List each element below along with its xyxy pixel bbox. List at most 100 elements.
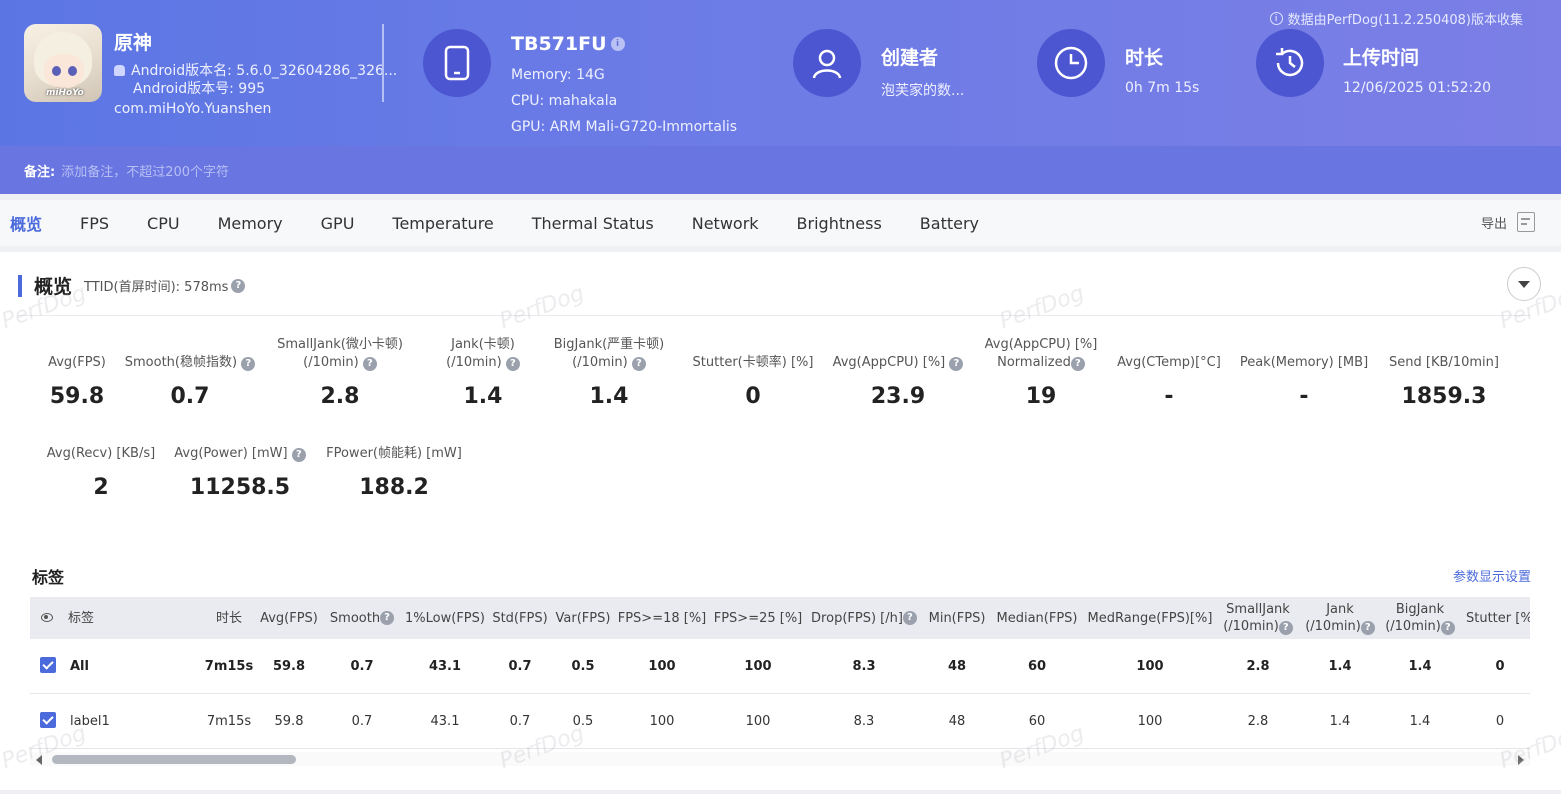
help-icon[interactable]: ? <box>949 357 964 371</box>
metric-jank: Jank(卡顿) (/10min) ? 1.4 <box>408 336 558 409</box>
eye-icon[interactable] <box>41 613 53 622</box>
metric-peak-memory: Peak(Memory) [MB] - <box>1239 355 1369 409</box>
cell: 0.5 <box>571 659 595 674</box>
remark-bar[interactable]: 备注: 添加备注，不超过200个字符 <box>0 146 1561 194</box>
cell: 60 <box>1027 659 1047 674</box>
tab-overview[interactable]: 概览 <box>10 215 43 234</box>
help-icon[interactable]: ? <box>1278 621 1293 635</box>
cell: 43.1 <box>428 659 462 674</box>
info-icon: i <box>1269 12 1283 25</box>
scrollbar-thumb[interactable] <box>52 755 296 764</box>
remark-input[interactable]: 添加备注，不超过200个字符 <box>61 164 230 180</box>
horizontal-scrollbar[interactable] <box>30 752 1530 766</box>
overview-panel <box>0 252 1561 790</box>
overview-section-title: 概览 TTID(首屏时间): 578ms ? <box>18 272 246 299</box>
col-min-fps: Min(FPS) <box>928 610 986 626</box>
help-icon[interactable]: ? <box>1070 357 1085 371</box>
help-icon[interactable]: ? <box>231 278 246 293</box>
metric-avg-recv: Avg(Recv) [KB/s] 2 <box>46 446 156 500</box>
device-memory: Memory: 14G <box>511 67 605 83</box>
android-icon <box>114 64 125 76</box>
cell: 48 <box>947 659 967 674</box>
help-icon[interactable]: ? <box>1440 621 1455 635</box>
cell: 100 <box>744 659 772 674</box>
cell: 0.7 <box>351 714 373 729</box>
help-icon[interactable]: ? <box>241 357 256 371</box>
tab-memory[interactable]: Memory <box>217 213 283 233</box>
app-version-name: Android版本名: 5.6.0_32604286_326... <box>114 60 397 80</box>
help-icon[interactable]: ? <box>291 448 306 462</box>
tab-temperature[interactable]: Temperature <box>392 213 494 233</box>
help-icon[interactable]: ? <box>902 611 917 625</box>
cell: 100 <box>1137 714 1163 729</box>
metric-stutter: Stutter(卡顿率) [%] 0 <box>692 355 814 409</box>
metric-avg-appcpu: Avg(AppCPU) [%] ? 23.9 <box>823 336 973 409</box>
cell: 0.5 <box>572 714 594 729</box>
header-divider <box>382 24 384 102</box>
cell: 0 <box>1495 659 1505 674</box>
cell: 100 <box>745 714 771 729</box>
tab-thermal-status[interactable]: Thermal Status <box>531 213 654 233</box>
collapse-button[interactable] <box>1507 267 1541 301</box>
cell: 0.7 <box>350 659 374 674</box>
row-checkbox[interactable] <box>40 657 56 673</box>
col-duration: 时长 <box>215 610 242 626</box>
tab-cpu[interactable]: CPU <box>147 213 180 233</box>
param-settings-link[interactable]: 参数显示设置 <box>1452 570 1531 585</box>
col-fps25: FPS>=25 [%] <box>713 610 803 626</box>
help-icon[interactable]: ? <box>631 357 646 371</box>
info-icon[interactable]: i <box>610 37 625 51</box>
remark-label: 备注: <box>24 164 56 180</box>
cell: 8.3 <box>853 714 875 729</box>
help-icon[interactable]: ? <box>380 611 395 625</box>
row-checkbox[interactable] <box>40 712 56 728</box>
scroll-right-icon[interactable] <box>1518 755 1524 765</box>
cell: 100 <box>1136 659 1164 674</box>
app-icon: miHoYo <box>24 24 102 102</box>
metric-fpower: FPower(帧能耗) [mW] 188.2 <box>326 446 462 500</box>
cell: 1.4 <box>1408 659 1432 674</box>
help-icon[interactable]: ? <box>505 357 520 371</box>
tab-battery[interactable]: Battery <box>919 213 979 233</box>
tab-fps[interactable]: FPS <box>80 213 110 233</box>
cell: 43.1 <box>430 714 460 729</box>
help-icon[interactable]: ? <box>1360 621 1375 635</box>
cell: 0.7 <box>509 714 531 729</box>
phone-icon <box>423 29 491 97</box>
user-icon <box>793 29 861 97</box>
tab-network[interactable]: Network <box>691 213 759 233</box>
metric-send: Send [KB/10min] 1859.3 <box>1389 355 1499 409</box>
table-row[interactable]: label1 7m15s 59.8 0.7 43.1 0.7 0.5 100 1… <box>30 694 1530 749</box>
metric-smooth: Smooth(稳帧指数) ? 0.7 <box>115 336 265 409</box>
col-drop-fps: Drop(FPS) [/h]? <box>808 597 920 639</box>
cell: 8.3 <box>852 659 876 674</box>
divider <box>18 315 1530 316</box>
device-model: TB571FU i <box>511 33 625 55</box>
tab-gpu[interactable]: GPU <box>320 213 355 233</box>
duration-title: 时长 <box>1125 47 1164 69</box>
export-button[interactable]: 导出 <box>1481 212 1535 232</box>
col-stutter: Stutter [% <box>1466 610 1530 626</box>
cell: 1.4 <box>1329 714 1351 729</box>
chevron-down-icon <box>1518 280 1530 288</box>
table-row[interactable]: All 7m15s 59.8 0.7 43.1 0.7 0.5 100 100 … <box>30 639 1530 694</box>
col-smalljank: SmallJank (/10min)? <box>1220 597 1296 639</box>
tab-brightness[interactable]: Brightness <box>796 213 882 233</box>
cell: 100 <box>649 714 675 729</box>
cell: 100 <box>648 659 676 674</box>
cell: 7m15s <box>204 659 254 674</box>
col-avg-fps: Avg(FPS) <box>260 610 318 626</box>
scroll-left-icon[interactable] <box>36 755 42 765</box>
device-gpu: GPU: ARM Mali-G720-Immortalis <box>511 119 738 135</box>
cell: 7m15s <box>206 714 252 729</box>
clock-icon <box>1037 29 1105 97</box>
help-icon[interactable]: ? <box>362 357 377 371</box>
cell-label: label1 <box>70 714 110 729</box>
metric-smalljank: SmallJank(微小卡顿) (/10min) ? 2.8 <box>277 337 403 409</box>
tab-bar: 概览 FPS CPU Memory GPU Temperature Therma… <box>0 200 1561 246</box>
cell: 2.8 <box>1247 714 1269 729</box>
version-notice: i 数据由PerfDog(11.2.250408)版本收集 <box>1269 9 1523 28</box>
col-std-fps: Std(FPS) <box>492 610 548 626</box>
cell: 0 <box>1495 714 1505 729</box>
metric-avg-appcpu-normalized: Avg(AppCPU) [%] Normalized? 19 <box>984 337 1098 409</box>
